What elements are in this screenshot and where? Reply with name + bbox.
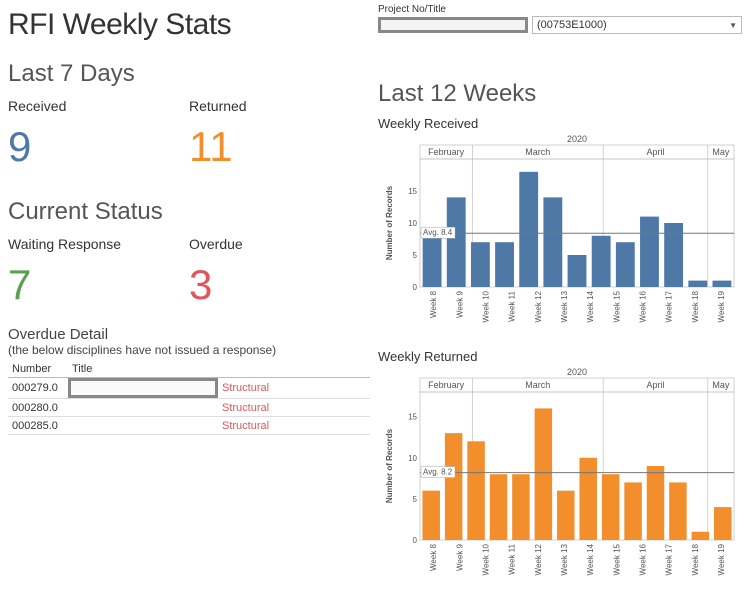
svg-text:Week 8: Week 8 [429, 290, 438, 318]
svg-text:5: 5 [413, 495, 418, 504]
kpi-returned-value: 11 [189, 126, 370, 168]
svg-text:Week 16: Week 16 [638, 290, 647, 322]
svg-text:Week 12: Week 12 [534, 543, 543, 575]
overdue-number: 000280.0 [8, 399, 68, 417]
svg-text:Week 8: Week 8 [429, 543, 438, 571]
svg-text:Avg. 8.2: Avg. 8.2 [423, 468, 453, 477]
project-label: Project No/Title [378, 4, 742, 15]
svg-text:Week 19: Week 19 [717, 290, 726, 322]
project-select[interactable]: (00753E1000) ▼ [532, 16, 742, 34]
svg-text:May: May [712, 380, 730, 390]
kpi-received: Received 9 [8, 98, 189, 168]
kpi-overdue-value: 3 [189, 264, 370, 306]
project-select-value: (00753E1000) [537, 19, 607, 31]
svg-text:0: 0 [413, 536, 418, 545]
svg-text:Week 9: Week 9 [455, 290, 464, 318]
overdue-col-title: Title [68, 361, 218, 378]
svg-text:2020: 2020 [567, 367, 587, 377]
overdue-title-cell [68, 399, 218, 417]
svg-text:Week 17: Week 17 [665, 543, 674, 575]
weekly-received-svg: 2020 February March April May 0 5 10 15 Number of… [378, 133, 738, 333]
weekly-returned-svg: 2020 February March April May 0 5 10 15 Number of… [378, 366, 738, 586]
svg-text:Week 17: Week 17 [665, 290, 674, 322]
weekly-returned-title: Weekly Returned [378, 349, 742, 364]
svg-text:Week 10: Week 10 [481, 543, 490, 575]
svg-text:Week 19: Week 19 [717, 543, 726, 575]
table-row[interactable]: 000279.0 Structural [8, 378, 370, 399]
overdue-title-cell [68, 417, 218, 435]
svg-text:Week 14: Week 14 [586, 543, 595, 575]
weekly-received-title: Weekly Received [378, 116, 742, 131]
overdue-detail: Overdue Detail (the below disciplines ha… [8, 326, 370, 435]
project-search-input[interactable] [378, 17, 528, 33]
svg-text:Number of Records: Number of Records [385, 428, 394, 503]
overdue-discipline: Structural [218, 417, 370, 435]
kpi-returned: Returned 11 [189, 98, 370, 168]
svg-text:Week 18: Week 18 [691, 543, 700, 575]
overdue-discipline: Structural [218, 399, 370, 417]
overdue-col-discipline [218, 361, 370, 378]
chevron-down-icon: ▼ [729, 21, 737, 30]
status-heading: Current Status [8, 198, 370, 226]
last7-row: Received 9 Returned 11 [8, 98, 370, 168]
svg-text:February: February [428, 380, 465, 390]
svg-text:Avg. 8.4: Avg. 8.4 [423, 228, 453, 237]
svg-text:Week 15: Week 15 [612, 543, 621, 575]
svg-text:15: 15 [408, 187, 417, 196]
svg-text:February: February [428, 147, 465, 157]
svg-text:10: 10 [408, 454, 417, 463]
svg-text:Week 11: Week 11 [508, 543, 517, 574]
svg-text:Week 14: Week 14 [586, 290, 595, 322]
svg-text:Week 13: Week 13 [560, 290, 569, 322]
page-title: RFI Weekly Stats [8, 8, 370, 42]
last7-heading: Last 7 Days [8, 60, 370, 88]
svg-text:March: March [525, 147, 550, 157]
weekly-returned-chart: Weekly Returned 2020 February March April Ma… [378, 349, 742, 586]
kpi-overdue-label: Overdue [189, 236, 370, 252]
svg-text:May: May [712, 147, 730, 157]
right-panel: Project No/Title (00753E1000) ▼ Last 12 … [378, 0, 742, 602]
overdue-table: Number Title 000279.0 Structural 000280.… [8, 361, 370, 435]
kpi-received-value: 9 [8, 126, 189, 168]
kpi-returned-label: Returned [189, 98, 370, 114]
svg-text:10: 10 [408, 219, 417, 228]
overdue-number: 000279.0 [8, 378, 68, 399]
kpi-waiting: Waiting Response 7 [8, 236, 189, 306]
svg-text:0: 0 [413, 283, 418, 292]
project-filter-row: (00753E1000) ▼ [378, 16, 742, 34]
svg-text:Week 10: Week 10 [481, 290, 490, 322]
kpi-waiting-value: 7 [8, 264, 189, 306]
last12-heading: Last 12 Weeks [378, 80, 742, 108]
svg-text:15: 15 [408, 413, 417, 422]
overdue-discipline: Structural [218, 378, 370, 399]
svg-text:Week 16: Week 16 [638, 543, 647, 575]
overdue-number: 000285.0 [8, 417, 68, 435]
weekly-received-chart: Weekly Received 2020 February March April Ma… [378, 116, 742, 333]
svg-text:April: April [646, 380, 664, 390]
svg-text:Week 9: Week 9 [455, 543, 464, 571]
overdue-detail-sub: (the below disciplines have not issued a… [8, 343, 370, 357]
svg-text:Week 15: Week 15 [612, 290, 621, 322]
kpi-waiting-label: Waiting Response [8, 236, 189, 252]
status-row: Waiting Response 7 Overdue 3 [8, 236, 370, 306]
svg-text:Week 13: Week 13 [560, 543, 569, 575]
svg-text:Week 11: Week 11 [508, 290, 517, 321]
left-panel: RFI Weekly Stats Last 7 Days Received 9 … [8, 8, 370, 435]
overdue-detail-heading: Overdue Detail [8, 326, 370, 343]
svg-text:March: March [525, 380, 550, 390]
overdue-title-input[interactable] [68, 378, 218, 398]
kpi-overdue: Overdue 3 [189, 236, 370, 306]
kpi-received-label: Received [8, 98, 189, 114]
table-row[interactable]: 000285.0 Structural [8, 417, 370, 435]
table-row[interactable]: 000280.0 Structural [8, 399, 370, 417]
svg-text:2020: 2020 [567, 134, 587, 144]
svg-text:Week 18: Week 18 [691, 290, 700, 322]
svg-text:Week 12: Week 12 [534, 290, 543, 322]
svg-text:Number of Records: Number of Records [385, 185, 394, 260]
overdue-title-cell [68, 378, 218, 399]
overdue-col-number: Number [8, 361, 68, 378]
svg-text:5: 5 [413, 251, 418, 260]
svg-text:April: April [646, 147, 664, 157]
